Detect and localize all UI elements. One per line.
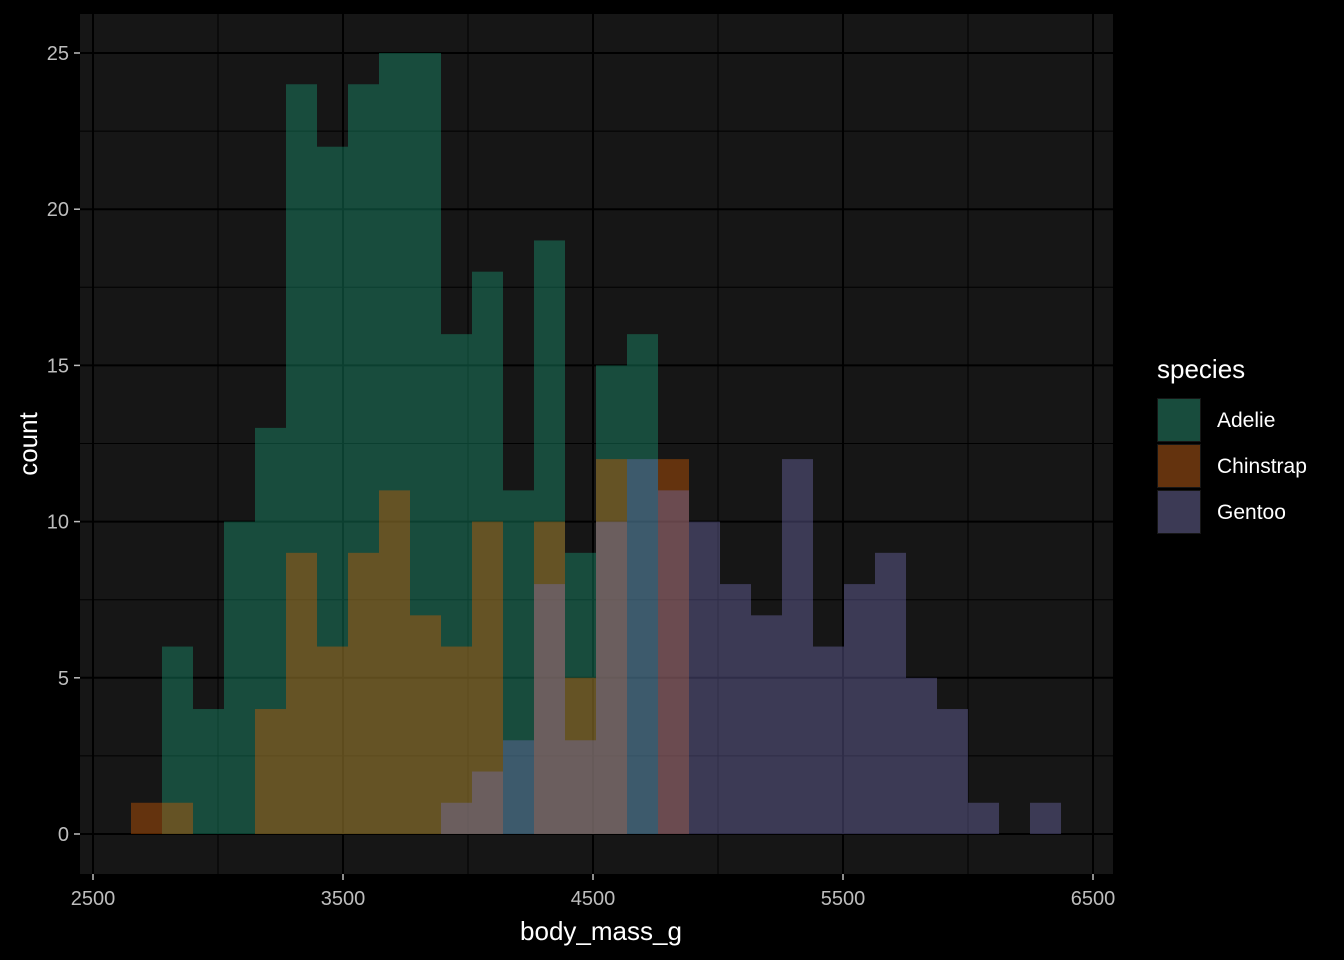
- legend-label-adelie: Adelie: [1217, 409, 1275, 432]
- y-tick-label: 15: [47, 355, 69, 377]
- bar-chinstrap: [162, 802, 193, 834]
- bar-gentoo: [1030, 802, 1061, 834]
- bar-adelie: [534, 240, 565, 834]
- legend: species Adelie Chinstrap Gentoo: [1157, 354, 1307, 534]
- bar-gentoo: [503, 740, 534, 834]
- bar-gentoo: [658, 490, 689, 834]
- bar-chinstrap: [565, 677, 596, 834]
- x-tick-label: 4500: [571, 888, 616, 910]
- bar-adelie: [379, 53, 410, 834]
- legend-key-bg: [1157, 490, 1201, 534]
- bar-adelie: [317, 146, 348, 835]
- bar-gentoo: [627, 459, 658, 834]
- major-gridlines: [80, 14, 1113, 874]
- x-axis: 2500 3500 4500 5500 6500: [71, 874, 1116, 910]
- legend-key-chinstrap: [1158, 445, 1200, 487]
- bar-adelie: [503, 490, 534, 834]
- bar-chinstrap: [534, 521, 565, 834]
- x-axis-title: body_mass_g: [520, 916, 682, 946]
- bar-gentoo: [596, 521, 627, 834]
- bar-adelie: [596, 365, 627, 834]
- x-tick-label: 2500: [71, 888, 116, 910]
- y-tick-label: 0: [58, 824, 69, 846]
- bar-adelie: [348, 84, 379, 835]
- bar-gentoo: [751, 615, 782, 834]
- bar-chinstrap: [410, 615, 441, 834]
- bar-chinstrap: [131, 802, 162, 834]
- legend-key-gentoo: [1158, 491, 1200, 533]
- y-tick-label: 10: [47, 512, 69, 534]
- bar-chinstrap: [441, 646, 472, 834]
- legend-key-adelie: [1158, 399, 1200, 441]
- bar-gentoo: [441, 802, 472, 834]
- histogram-bars: [131, 53, 1061, 835]
- bar-adelie: [193, 709, 224, 834]
- bar-gentoo: [937, 709, 968, 834]
- legend-key-bg: [1157, 444, 1201, 488]
- bar-adelie: [472, 271, 503, 834]
- bar-gentoo: [875, 552, 906, 834]
- bar-gentoo: [906, 677, 937, 834]
- bar-chinstrap: [596, 459, 627, 834]
- bar-adelie: [441, 334, 472, 834]
- bar-gentoo: [565, 740, 596, 834]
- bar-chinstrap: [379, 490, 410, 834]
- y-axis-title: count: [13, 411, 43, 475]
- x-tick-label: 6500: [1071, 888, 1116, 910]
- bar-adelie: [162, 646, 193, 834]
- legend-label-gentoo: Gentoo: [1217, 501, 1286, 524]
- bar-adelie: [410, 53, 441, 834]
- bar-adelie: [255, 427, 286, 834]
- bar-gentoo: [472, 771, 503, 834]
- legend-key-bg: [1157, 398, 1201, 442]
- y-tick-label: 5: [58, 668, 69, 690]
- bar-gentoo: [813, 646, 844, 834]
- bar-chinstrap: [286, 552, 317, 834]
- bar-gentoo: [844, 584, 875, 834]
- legend-title: species: [1157, 354, 1245, 384]
- bar-adelie: [286, 84, 317, 835]
- bar-chinstrap: [472, 521, 503, 834]
- bar-gentoo: [689, 521, 720, 834]
- minor-gridlines: [80, 14, 1113, 874]
- bar-gentoo: [968, 802, 999, 834]
- bar-adelie: [627, 334, 658, 834]
- y-tick-label: 20: [47, 199, 69, 221]
- legend-label-chinstrap: Chinstrap: [1217, 455, 1307, 478]
- bar-chinstrap: [348, 552, 379, 834]
- y-tick-label: 25: [47, 43, 69, 65]
- x-tick-label: 3500: [321, 888, 366, 910]
- y-axis: 0 5 10 15 20 25: [47, 43, 80, 846]
- bar-gentoo: [720, 584, 751, 834]
- bar-chinstrap: [317, 646, 348, 834]
- bar-adelie: [224, 521, 255, 834]
- bar-gentoo: [534, 584, 565, 834]
- bar-chinstrap: [658, 459, 689, 834]
- bar-adelie: [565, 552, 596, 834]
- x-tick-label: 5500: [821, 888, 866, 910]
- bar-gentoo: [782, 459, 813, 834]
- bar-chinstrap: [255, 709, 286, 834]
